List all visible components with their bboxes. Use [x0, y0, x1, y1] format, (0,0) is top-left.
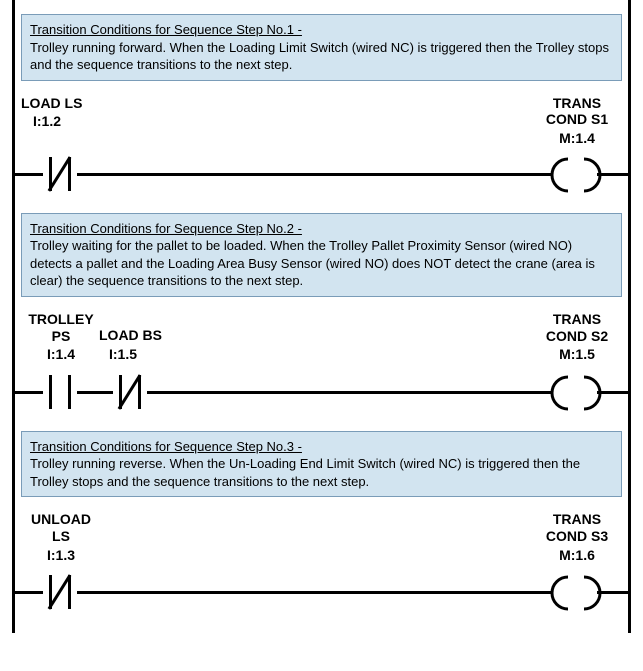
wire: [543, 173, 553, 176]
rung-2: Transition Conditions for Sequence Step …: [15, 207, 628, 415]
rung-line: [15, 371, 628, 415]
coil: [550, 571, 602, 615]
labels-row: UNLOAD LS I:1.3 TRANS COND S3 M:1.6: [21, 511, 622, 571]
coil: [550, 371, 602, 415]
wire: [15, 173, 18, 176]
input-label: LOAD BS I:1.5: [99, 327, 189, 363]
coil: [550, 153, 602, 197]
output-label: TRANS COND S2 M:1.5: [532, 311, 622, 363]
rung-comment: Transition Conditions for Sequence Step …: [21, 213, 622, 297]
wire: [77, 173, 550, 176]
contact-xic: [43, 375, 77, 409]
rung-line: [15, 153, 628, 197]
output-label: TRANS COND S3 M:1.6: [532, 511, 622, 563]
input-label: UNLOAD LS I:1.3: [21, 511, 101, 563]
contact-xio: [43, 157, 77, 191]
rung-comment: Transition Conditions for Sequence Step …: [21, 431, 622, 498]
wire: [543, 391, 553, 394]
comment-body: Trolley running forward. When the Loadin…: [30, 40, 609, 73]
rung-3: Transition Conditions for Sequence Step …: [15, 425, 628, 616]
input-label: TROLLEY PS I:1.4: [21, 311, 101, 363]
ladder-diagram: Transition Conditions for Sequence Step …: [0, 0, 643, 633]
contact-xio: [43, 575, 77, 609]
rung-1: Transition Conditions for Sequence Step …: [15, 8, 628, 197]
wire: [15, 591, 43, 594]
labels-row: TROLLEY PS I:1.4 LOAD BS I:1.5 TRANS CON…: [21, 311, 622, 371]
rung-comment: Transition Conditions for Sequence Step …: [21, 14, 622, 81]
contact-xio: [113, 375, 147, 409]
wire: [597, 173, 628, 176]
comment-title: Transition Conditions for Sequence Step …: [30, 439, 302, 454]
comment-title: Transition Conditions for Sequence Step …: [30, 221, 302, 236]
wire: [147, 391, 550, 394]
wire: [543, 591, 553, 594]
wire: [15, 391, 43, 394]
output-label: TRANS COND S1 M:1.4: [532, 95, 622, 147]
labels-row: LOAD LS I:1.2 TRANS COND S1 M:1.4: [21, 95, 622, 153]
comment-body: Trolley waiting for the pallet to be loa…: [30, 238, 595, 288]
comment-body: Trolley running reverse. When the Un-Loa…: [30, 456, 580, 489]
right-rail: [628, 0, 631, 633]
wire: [77, 391, 113, 394]
wire: [77, 591, 550, 594]
comment-title: Transition Conditions for Sequence Step …: [30, 22, 302, 37]
wire: [597, 591, 628, 594]
input-label: LOAD LS I:1.2: [21, 95, 111, 131]
rung-line: [15, 571, 628, 615]
wire: [597, 391, 628, 394]
